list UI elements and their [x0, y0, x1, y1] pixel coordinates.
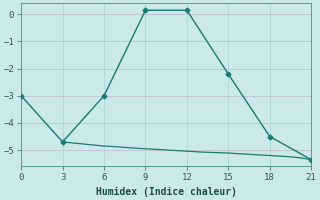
- X-axis label: Humidex (Indice chaleur): Humidex (Indice chaleur): [96, 186, 237, 197]
